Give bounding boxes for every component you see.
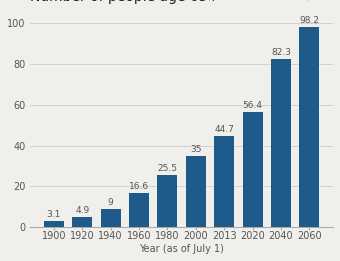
Text: 25.5: 25.5 [157,164,177,173]
Text: 56.4: 56.4 [242,101,262,110]
Text: 16.6: 16.6 [129,182,149,191]
Text: Number of people age 65+: Number of people age 65+ [30,0,219,4]
Bar [129,193,149,227]
Text: 4.9: 4.9 [75,206,89,215]
Text: 35: 35 [190,145,202,154]
Text: 82.3: 82.3 [271,48,291,57]
Bar [72,217,92,227]
Bar [186,156,206,227]
X-axis label: Year (as of July 1): Year (as of July 1) [139,244,224,254]
Bar [271,59,291,227]
Text: 98.2: 98.2 [299,16,319,25]
Bar [157,175,177,227]
Bar [243,112,262,227]
Text: 3.1: 3.1 [47,210,61,219]
Text: (numbers in millions): (numbers in millions) [207,0,311,1]
Text: 9: 9 [108,198,114,207]
Bar [101,209,121,227]
Bar [44,221,64,227]
Bar [300,27,319,227]
Bar [214,136,234,227]
Text: 44.7: 44.7 [214,125,234,134]
